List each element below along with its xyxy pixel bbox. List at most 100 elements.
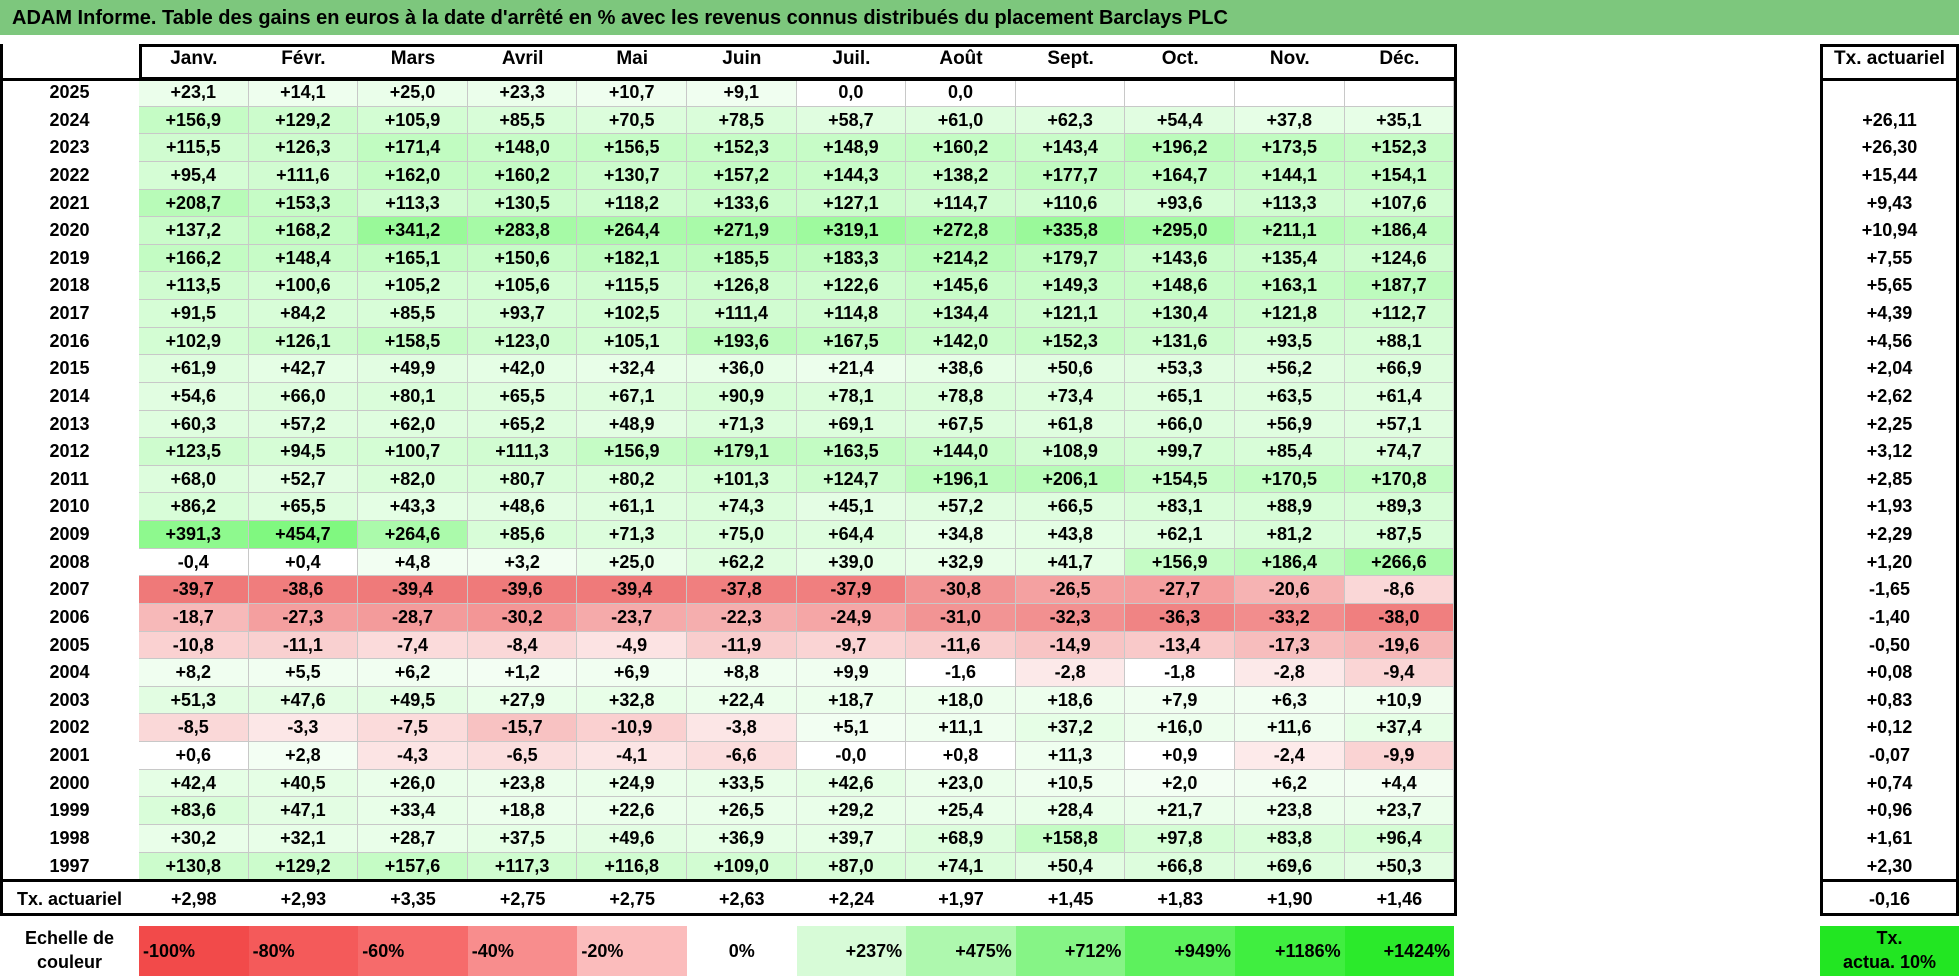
footer-rate-cell: +1,97 bbox=[938, 889, 984, 909]
gain-cell: -28,7 bbox=[358, 603, 468, 632]
gain-cell: -38,0 bbox=[1344, 603, 1455, 632]
gain-cell: +153,3 bbox=[248, 189, 359, 218]
rate-footer-rule bbox=[1820, 879, 1959, 882]
gain-cell: +173,5 bbox=[1235, 134, 1345, 162]
gain-cell: +57,1 bbox=[1344, 410, 1455, 439]
gain-cell: +156,9 bbox=[1125, 548, 1235, 577]
gain-cell: +27,9 bbox=[467, 686, 578, 715]
legend-label-line2: couleur bbox=[36, 952, 102, 972]
year-label: 2001 bbox=[49, 745, 90, 766]
year-label: 2013 bbox=[49, 413, 90, 434]
gain-cell: +56,9 bbox=[1235, 410, 1345, 439]
gain-cell: +187,7 bbox=[1344, 272, 1455, 301]
gain-cell: +64,4 bbox=[796, 521, 907, 549]
gain-cell: +33,4 bbox=[358, 797, 468, 825]
gain-cell: +57,2 bbox=[248, 410, 359, 439]
gain-cell: +208,7 bbox=[139, 189, 249, 218]
gain-cell: -10,9 bbox=[577, 714, 687, 743]
year-label: 2022 bbox=[49, 164, 90, 185]
gain-cell: -18,7 bbox=[139, 603, 249, 632]
annual-rate-cell: +3,12 bbox=[1866, 441, 1913, 462]
annual-rate-cell: +1,61 bbox=[1866, 828, 1913, 848]
gain-cell: +335,8 bbox=[1015, 217, 1126, 245]
gain-cell: +41,7 bbox=[1015, 548, 1126, 577]
gain-cell: +5,1 bbox=[796, 714, 907, 743]
gain-cell: +167,5 bbox=[796, 327, 907, 356]
gain-cell: +78,5 bbox=[687, 106, 797, 135]
rate-header-rule bbox=[1820, 78, 1959, 81]
gain-cell: +62,1 bbox=[1125, 521, 1235, 549]
gain-cell: +166,2 bbox=[139, 244, 249, 273]
year-label: 2007 bbox=[49, 579, 90, 600]
annual-rate-cell: +0,74 bbox=[1866, 772, 1913, 793]
gain-cell: +165,1 bbox=[358, 244, 468, 273]
annual-rate-cell: +26,30 bbox=[1861, 137, 1918, 158]
footer-rate-cell: +2,24 bbox=[828, 889, 875, 909]
gain-cell: +42,7 bbox=[248, 355, 359, 383]
gain-cell: +82,0 bbox=[358, 465, 468, 494]
legend-swatch: +1186% bbox=[1235, 926, 1345, 976]
gain-cell: +34,8 bbox=[906, 521, 1016, 549]
annual-rate-cell: +4,56 bbox=[1866, 330, 1913, 351]
year-label: 2017 bbox=[49, 303, 90, 324]
gain-cell: +65,5 bbox=[467, 382, 578, 411]
gain-cell: +111,6 bbox=[248, 161, 359, 190]
gain-cell: +32,9 bbox=[906, 548, 1016, 577]
gain-cell: -22,3 bbox=[687, 603, 797, 632]
gain-cell: +102,9 bbox=[139, 327, 249, 356]
gain-cell: +179,7 bbox=[1015, 244, 1126, 273]
gain-cell: +47,6 bbox=[248, 686, 359, 715]
gain-cell: +83,8 bbox=[1235, 825, 1345, 853]
gain-cell: -13,4 bbox=[1125, 631, 1235, 660]
footer-rate-cell: +3,35 bbox=[390, 889, 436, 909]
annual-rate-cell: +2,29 bbox=[1866, 524, 1913, 545]
gain-cell: -24,9 bbox=[796, 603, 907, 632]
gain-cell: +95,4 bbox=[139, 161, 249, 190]
gain-cell: -39,6 bbox=[467, 576, 578, 604]
gain-cell: +80,1 bbox=[358, 382, 468, 411]
gain-cell: +115,5 bbox=[139, 134, 249, 162]
gain-cell: +391,3 bbox=[139, 521, 249, 549]
gain-cell: +69,1 bbox=[796, 410, 907, 439]
gain-cell: -31,0 bbox=[906, 603, 1016, 632]
gain-cell: +283,8 bbox=[467, 217, 578, 245]
gain-cell: +23,7 bbox=[1344, 797, 1455, 825]
annual-rate-cell: +0,08 bbox=[1866, 662, 1913, 683]
year-label: 2011 bbox=[49, 468, 90, 489]
gain-cell: +66,0 bbox=[1125, 410, 1235, 439]
gain-cell: +295,0 bbox=[1125, 217, 1235, 245]
gain-cell: +154,5 bbox=[1125, 465, 1235, 494]
gain-cell: -10,8 bbox=[139, 631, 249, 660]
gain-cell: +26,0 bbox=[358, 769, 468, 798]
legend-rate-swatch: Tx. actua. 10% bbox=[1820, 926, 1959, 976]
gain-cell: +118,2 bbox=[577, 189, 687, 218]
gain-cell: +54,6 bbox=[139, 382, 249, 411]
annual-rate-cell: +0,96 bbox=[1866, 800, 1913, 821]
footer-rate-cell: +1,83 bbox=[1157, 889, 1203, 909]
footer-total-rate: -0,16 bbox=[1868, 889, 1911, 909]
gain-cell: +85,5 bbox=[467, 106, 578, 135]
gain-cell: +11,3 bbox=[1015, 742, 1126, 770]
annual-rate-cell: -0,07 bbox=[1868, 745, 1911, 766]
gain-cell: +37,4 bbox=[1344, 714, 1455, 743]
gain-cell: +60,3 bbox=[139, 410, 249, 439]
gain-cell: +272,8 bbox=[906, 217, 1016, 245]
gain-cell: +86,2 bbox=[139, 493, 249, 522]
gain-cell: +0,8 bbox=[906, 742, 1016, 770]
gain-cell: +121,8 bbox=[1235, 300, 1345, 328]
gain-cell: +143,6 bbox=[1125, 244, 1235, 273]
annual-rate-cell: +0,12 bbox=[1866, 717, 1913, 738]
footer-rate-cell: +2,93 bbox=[280, 889, 327, 909]
gain-cell: -32,3 bbox=[1015, 603, 1126, 632]
gain-cell: +163,1 bbox=[1235, 272, 1345, 301]
month-header: Févr. bbox=[281, 48, 326, 69]
footer-rate-cell: +2,98 bbox=[171, 889, 217, 909]
year-label: 2024 bbox=[49, 109, 90, 130]
gain-cell: +144,1 bbox=[1235, 161, 1345, 190]
gain-cell: +61,8 bbox=[1015, 410, 1126, 439]
gain-cell: +149,3 bbox=[1015, 272, 1126, 301]
gain-cell: +21,4 bbox=[796, 355, 907, 383]
gain-cell: +24,9 bbox=[577, 769, 687, 798]
gain-cell: +131,6 bbox=[1125, 327, 1235, 356]
gain-cell: +68,0 bbox=[139, 465, 249, 494]
